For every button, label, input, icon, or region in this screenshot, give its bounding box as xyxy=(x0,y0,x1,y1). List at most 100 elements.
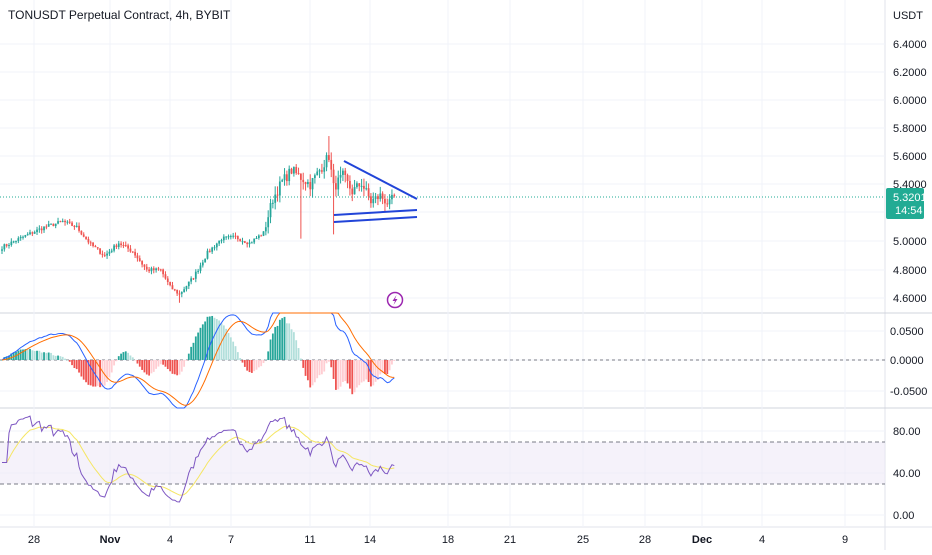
candle-body[interactable] xyxy=(8,245,10,247)
symbol-title[interactable]: TONUSDT Perpetual Contract, 4h, BYBIT xyxy=(8,8,231,22)
candle-body[interactable] xyxy=(152,268,155,271)
candle-body[interactable] xyxy=(271,202,274,204)
candle-body[interactable] xyxy=(381,193,384,199)
candle-body[interactable] xyxy=(225,236,228,238)
candle-body[interactable] xyxy=(363,185,365,189)
candle-body[interactable] xyxy=(264,227,267,232)
candle-body[interactable] xyxy=(1,249,3,251)
candle-body[interactable] xyxy=(257,235,260,238)
candle-body[interactable] xyxy=(141,261,143,265)
candle-body[interactable] xyxy=(278,181,281,196)
candle-body[interactable] xyxy=(113,245,115,251)
candle-body[interactable] xyxy=(10,241,13,246)
candle-body[interactable] xyxy=(190,278,193,282)
candle-body[interactable] xyxy=(19,236,22,239)
candle-body[interactable] xyxy=(255,237,258,239)
candle-body[interactable] xyxy=(349,180,351,189)
candle-body[interactable] xyxy=(391,194,393,200)
candle-body[interactable] xyxy=(12,241,15,243)
candle-body[interactable] xyxy=(222,236,225,241)
candle-body[interactable] xyxy=(377,196,379,200)
candle-body[interactable] xyxy=(232,235,235,237)
triangle-support-line-lower[interactable] xyxy=(333,216,418,223)
candle-body[interactable] xyxy=(15,241,17,243)
candle-body[interactable] xyxy=(68,221,71,223)
candle-body[interactable] xyxy=(178,293,181,295)
candle-body[interactable] xyxy=(276,194,279,196)
candle-body[interactable] xyxy=(52,223,55,227)
candle-body[interactable] xyxy=(29,232,31,235)
candle-body[interactable] xyxy=(150,268,153,272)
candle-body[interactable] xyxy=(187,281,190,287)
candle-body[interactable] xyxy=(335,183,337,190)
candle-body[interactable] xyxy=(372,198,375,204)
candle-body[interactable] xyxy=(26,234,29,236)
candle-body[interactable] xyxy=(5,244,8,246)
candle-body[interactable] xyxy=(316,171,319,176)
candle-body[interactable] xyxy=(342,170,344,175)
candle-body[interactable] xyxy=(356,183,358,188)
candle-body[interactable] xyxy=(309,182,312,190)
candle-body[interactable] xyxy=(248,242,251,245)
candle-body[interactable] xyxy=(176,289,179,294)
candle-body[interactable] xyxy=(87,238,90,243)
candle-body[interactable] xyxy=(311,178,314,190)
candle-body[interactable] xyxy=(288,168,291,182)
macd-axis[interactable]: 0.0500 0.0000 -0.0500 xyxy=(890,326,927,398)
candle-body[interactable] xyxy=(313,175,316,179)
candle-body[interactable] xyxy=(106,253,108,256)
candle-body[interactable] xyxy=(337,177,340,190)
candle-body[interactable] xyxy=(262,231,265,236)
candle-body[interactable] xyxy=(274,194,277,203)
candle-body[interactable] xyxy=(367,188,370,197)
candle-body[interactable] xyxy=(285,174,288,182)
candle-body[interactable] xyxy=(332,169,335,184)
candle-body[interactable] xyxy=(47,224,50,227)
candle-body[interactable] xyxy=(180,292,183,294)
candle-body[interactable] xyxy=(101,253,104,255)
candle-body[interactable] xyxy=(136,255,139,259)
candle-body[interactable] xyxy=(199,265,202,271)
candle-body[interactable] xyxy=(386,203,389,205)
candle-body[interactable] xyxy=(239,239,242,242)
candle-body[interactable] xyxy=(85,236,87,239)
candle-body[interactable] xyxy=(24,235,27,237)
candle-body[interactable] xyxy=(59,221,62,223)
candle-body[interactable] xyxy=(220,240,223,242)
candle-body[interactable] xyxy=(110,250,113,252)
candle-body[interactable] xyxy=(50,223,52,225)
candle-body[interactable] xyxy=(299,173,302,180)
candle-body[interactable] xyxy=(183,289,186,293)
candle-body[interactable] xyxy=(250,242,253,244)
time-axis[interactable]: 28 Nov 4 7 11 14 18 21 25 28 Dec 4 9 xyxy=(28,534,848,546)
candle-body[interactable] xyxy=(346,175,349,181)
candle-body[interactable] xyxy=(173,289,176,291)
candle-body[interactable] xyxy=(45,226,48,228)
candle-body[interactable] xyxy=(145,266,148,270)
candle-body[interactable] xyxy=(17,238,20,242)
candle-body[interactable] xyxy=(36,229,38,233)
candle-body[interactable] xyxy=(295,167,298,174)
candle-body[interactable] xyxy=(73,225,76,228)
candle-body[interactable] xyxy=(192,278,195,280)
candle-body[interactable] xyxy=(78,225,80,231)
candle-body[interactable] xyxy=(57,221,59,224)
candle-body[interactable] xyxy=(218,240,221,244)
candle-body[interactable] xyxy=(374,196,377,199)
candle-body[interactable] xyxy=(143,264,146,267)
candle-body[interactable] xyxy=(166,278,169,283)
candle-body[interactable] xyxy=(351,188,354,195)
candle-body[interactable] xyxy=(215,243,218,248)
candle-body[interactable] xyxy=(320,170,323,172)
candle-body[interactable] xyxy=(117,243,120,247)
candle-body[interactable] xyxy=(185,286,188,290)
candle-body[interactable] xyxy=(393,194,396,196)
rsi-layer[interactable] xyxy=(2,415,395,503)
candle-body[interactable] xyxy=(388,199,391,205)
candle-body[interactable] xyxy=(330,159,333,170)
candle-body[interactable] xyxy=(138,258,141,262)
candle-body[interactable] xyxy=(124,245,127,247)
candle-body[interactable] xyxy=(339,174,342,178)
candle-body[interactable] xyxy=(243,241,246,243)
